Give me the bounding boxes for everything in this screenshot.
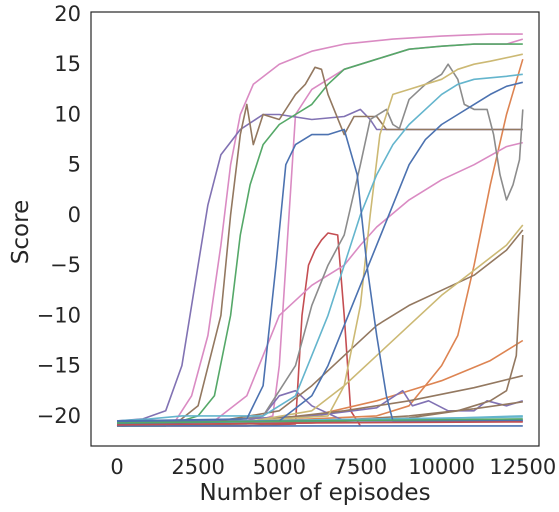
plot-frame	[90, 11, 540, 447]
y-tick-labels: −20 −15 −10 −5 0 5 10 15 20	[37, 2, 81, 428]
x-tick-label: 5000	[253, 455, 306, 479]
series-line-10	[117, 43, 523, 427]
series-line-27	[116, 421, 523, 426]
y-tick-label: −20	[37, 404, 81, 428]
y-tick-label: 10	[54, 103, 81, 127]
y-tick-label: 5	[68, 153, 81, 177]
series-line-26	[116, 418, 523, 424]
series-line-4	[116, 33, 523, 427]
x-tick-label: 12500	[489, 455, 556, 479]
plot-background	[91, 12, 539, 446]
y-tick-label: 15	[54, 52, 81, 76]
series-line-12	[116, 229, 524, 427]
series-line-7	[116, 108, 523, 422]
x-tick-label: 0	[110, 455, 123, 479]
y-tick-label: 0	[68, 203, 81, 227]
x-tick-labels: 0 2500 5000 7500 10000 12500	[110, 455, 556, 479]
x-tick-label: 7500	[334, 455, 387, 479]
series-line-5	[116, 141, 523, 427]
x-axis-label: Number of episodes	[199, 480, 430, 506]
y-tick-label: −10	[37, 303, 81, 327]
series-line-23	[116, 81, 523, 425]
x-tick-label: 10000	[408, 455, 475, 479]
series-line-16	[116, 63, 524, 427]
y-tick-label: 20	[54, 2, 81, 26]
y-axis-label: Score	[8, 200, 34, 264]
series-line-19	[116, 73, 523, 422]
series-layer	[116, 33, 524, 427]
series-line-22	[116, 128, 523, 422]
y-tick-label: −5	[50, 253, 81, 277]
series-line-11	[116, 66, 523, 427]
series-line-17	[116, 53, 523, 427]
x-tick-label: 2500	[171, 455, 224, 479]
series-line-2	[116, 58, 524, 427]
series-line-1	[117, 232, 362, 427]
y-tick-label: −15	[37, 354, 81, 378]
series-line-18	[116, 224, 524, 427]
